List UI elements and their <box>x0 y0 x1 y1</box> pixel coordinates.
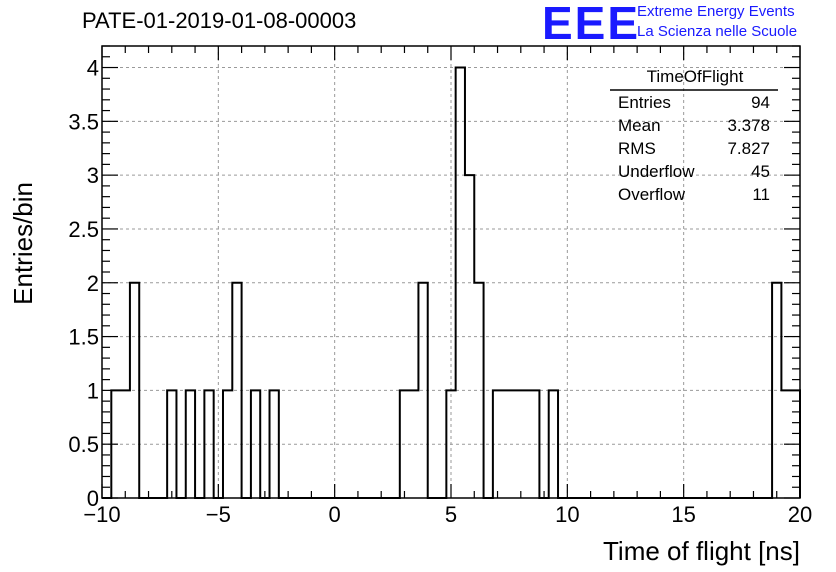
y-tick-label: 3 <box>87 163 99 188</box>
y-tick-label: 3.5 <box>68 109 99 134</box>
x-tick-label: 10 <box>555 502 579 527</box>
y-tick-label: 0.5 <box>68 432 99 457</box>
y-tick-label: 4 <box>87 56 99 81</box>
eee-logo: EEE <box>542 0 641 49</box>
y-tick-label: 2.5 <box>68 217 99 242</box>
stat-value-overflow: 11 <box>752 185 770 204</box>
y-tick-label: 2 <box>87 271 99 296</box>
stat-value-rms: 7.827 <box>727 139 770 158</box>
histogram-title: PATE-01-2019-01-08-00003 <box>82 8 357 33</box>
x-tick-label: 15 <box>671 502 695 527</box>
x-tick-label: −5 <box>206 502 231 527</box>
stat-value-underflow: 45 <box>751 162 770 181</box>
stat-value-entries: 94 <box>751 93 770 112</box>
y-axis-label: Entries/bin <box>8 182 38 305</box>
statbox-title: TimeOfFlight <box>646 67 744 86</box>
axis-ticks <box>101 45 801 499</box>
x-tick-label: 0 <box>329 502 341 527</box>
y-tick-label: 1.5 <box>68 325 99 350</box>
stat-label-entries: Entries <box>618 93 671 112</box>
stat-label-mean: Mean <box>618 116 661 135</box>
stat-value-mean: 3.378 <box>727 116 770 135</box>
stat-label-underflow: Underflow <box>618 162 695 181</box>
plot-frame <box>101 45 801 499</box>
x-axis-label: Time of flight [ns] <box>603 536 800 566</box>
logo-caption-line1: Extreme Energy Events <box>637 3 795 20</box>
stat-label-overflow: Overflow <box>618 185 686 204</box>
y-tick-label: 1 <box>87 378 99 403</box>
logo-caption: Extreme Energy Events La Scienza nelle S… <box>637 2 797 42</box>
stat-label-rms: RMS <box>618 139 656 158</box>
logo-caption-line2: La Scienza nelle Scuole <box>637 23 798 40</box>
tick-labels: −10 −5 0 5 10 15 20 0 0.5 1 1.5 2 2.5 3 3.5 4 <box>68 56 812 527</box>
y-tick-label: 0 <box>87 486 99 511</box>
x-tick-label: 5 <box>445 502 457 527</box>
x-tick-label: 20 <box>788 502 812 527</box>
x-tick-label: −10 <box>83 502 120 527</box>
grid-lines <box>102 46 800 498</box>
